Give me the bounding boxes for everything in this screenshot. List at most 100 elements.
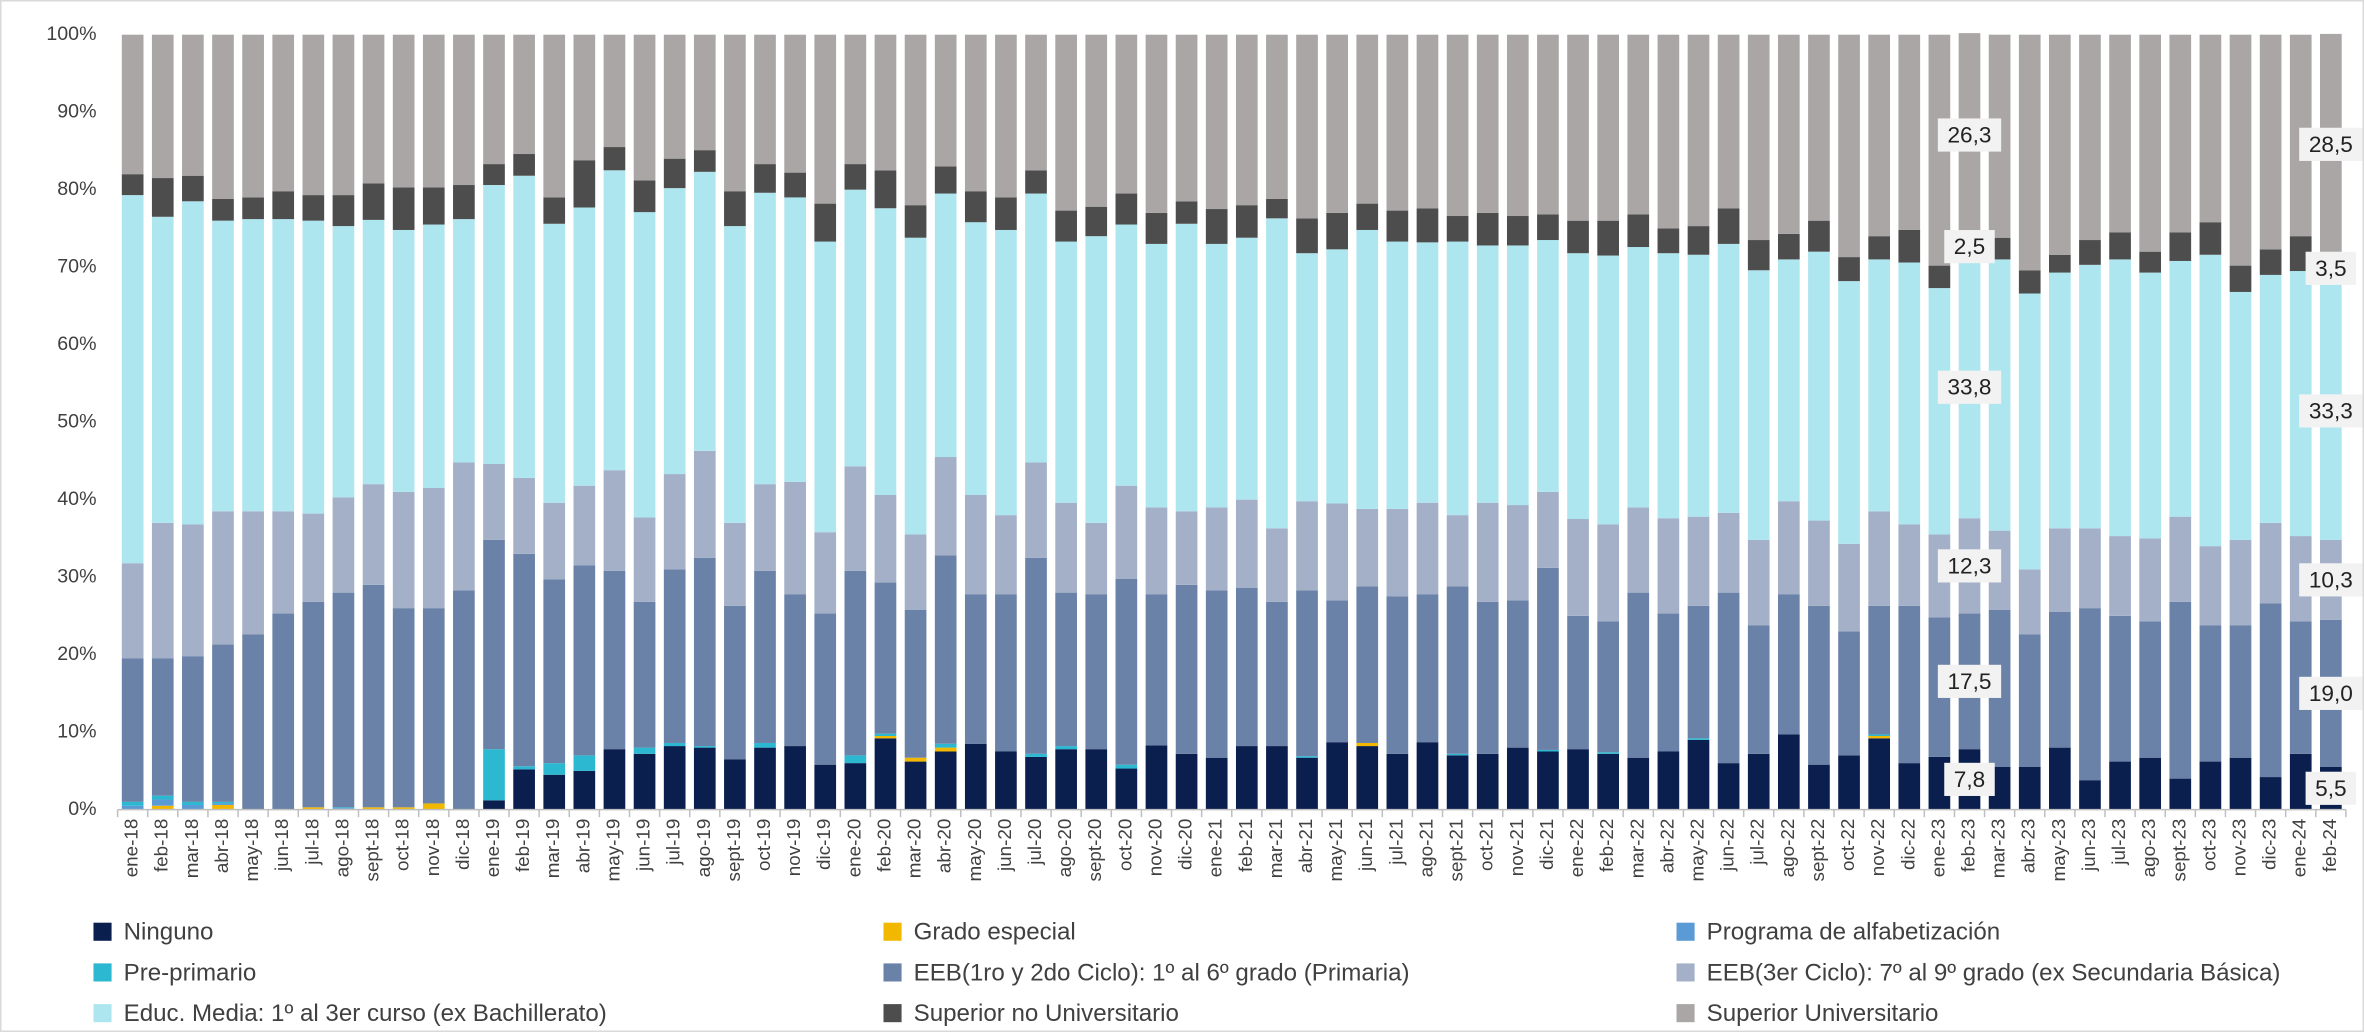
bar-segment [1235,746,1258,810]
bar-segment [182,175,204,202]
x-tick-label: dic-20 [1175,819,1196,870]
bar-segment [904,761,927,810]
bar-segment [2229,539,2252,626]
bar-segment [1175,753,1198,810]
bar-segment [1145,212,1168,244]
bar-segment [212,644,234,802]
bar-segment [1868,236,1891,260]
bar-segment [1145,507,1168,595]
bar-segment [302,807,325,810]
data-label: 19,0 [2309,681,2353,706]
bar-segment [1115,768,1138,810]
bar-segment [1175,34,1198,202]
bar-segment [2199,254,2222,547]
bar-segment [663,569,686,743]
bar-segment [754,192,776,485]
data-label: 5,5 [2315,776,2346,801]
bar-segment [2229,291,2252,540]
x-tick-label: abr-21 [1295,819,1316,873]
bar-segment [1567,519,1589,616]
bar-segment [2079,264,2101,529]
bar-segment [934,747,957,752]
x-tick-label: oct-19 [753,819,774,871]
bar-segment [603,570,626,750]
data-label-box [1937,549,2002,583]
bar-segment [904,609,927,758]
y-tick-label: 60% [57,333,96,355]
bar-segment [1296,218,1318,254]
bar-segment [1808,220,1830,252]
data-label: 2,5 [1954,234,1985,259]
legend-label: Superior no Universitario [914,1000,1179,1027]
bar-segment [2139,251,2162,273]
x-tick-label: abr-20 [934,819,955,873]
x-tick-label: dic-18 [452,819,473,870]
bar-segment [693,746,716,748]
bar-segment [1085,236,1108,523]
bar-segment [1506,216,1529,246]
bar-segment [573,207,596,486]
bar-segment [1266,746,1288,810]
bar-segment [1747,539,1770,626]
bar-segment [784,594,806,747]
legend-item: EEB(3er Ciclo): 7º al 9º grado (ex Secun… [1676,959,2280,986]
bar-segment [603,34,626,148]
bar-segment [182,201,204,525]
bar-segment [1025,557,1047,754]
y-tick-label: 40% [57,488,96,510]
bar-segment [1868,735,1891,739]
bar-segment [693,34,716,151]
bar-segment [874,494,897,583]
x-tick-label: mar-23 [1988,819,2009,879]
bar-segment [1777,259,1800,502]
bar-segment [242,511,264,635]
bar-segment [392,608,415,808]
bar-segment [874,735,897,739]
bar-segment [1777,594,1800,735]
y-tick-label: 70% [57,255,96,277]
bar-segment [663,188,686,475]
bar-segment [1205,507,1228,591]
bar-segment [2229,265,2252,292]
bar-segment [1838,543,1860,632]
bar-segment [182,804,204,810]
bar-segment [543,502,566,580]
bar-segment [1476,753,1499,810]
bar-segment [995,515,1017,595]
bar-segment [724,34,746,192]
bar-segment [814,532,837,614]
x-tick-label: abr-23 [2018,819,2039,873]
x-tick-label: feb-22 [1596,819,1617,872]
x-tick-label: ago-18 [331,819,352,878]
data-label-box [1937,370,2002,404]
bar-segment [182,34,204,176]
bar-segment [1567,34,1589,221]
bar-segment [1085,522,1108,595]
bar-segment [603,749,626,810]
bar-segment [513,477,535,554]
bar-segment [2169,260,2192,517]
bar-segment [2109,232,2131,260]
bar-segment [663,158,686,189]
bar-segment [513,553,535,767]
bar-segment [603,147,626,171]
bar-segment [453,34,475,186]
bar-segment [362,183,385,220]
bar-segment [453,590,475,810]
bar-segment [1025,34,1047,171]
y-tick-label: 20% [57,643,96,665]
bar-segment [1205,243,1228,508]
bar-segment [1537,749,1559,752]
bar-segment [784,746,806,810]
bar-segment [874,208,897,495]
bar-segment [934,457,957,556]
bar-segment [964,191,987,223]
bar-segment [543,223,566,503]
bar-segment [151,178,174,217]
bar-segment [573,770,596,810]
bar-segment [1928,288,1951,535]
bar-segment [1717,592,1740,764]
bar-segment [1296,590,1318,757]
bar-segment [904,534,927,610]
x-tick-label: may-22 [1686,819,1707,882]
